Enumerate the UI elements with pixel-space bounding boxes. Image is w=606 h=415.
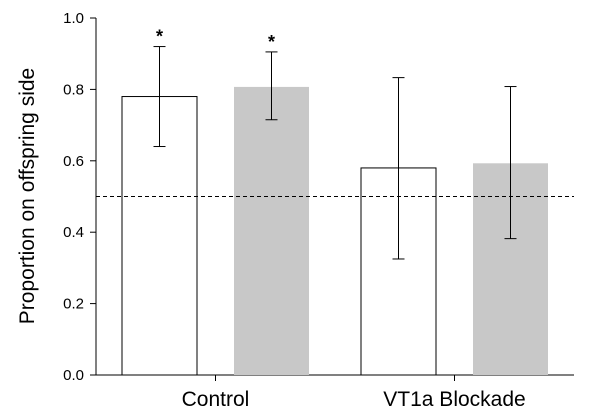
y-tick-label: 1.0	[63, 10, 84, 27]
significance-marker: *	[268, 32, 275, 52]
y-tick-label: 0.6	[63, 153, 84, 170]
y-tick-label: 0.8	[63, 81, 84, 98]
bar	[234, 86, 309, 375]
x-tick-label: Control	[182, 388, 250, 411]
significance-marker: *	[156, 27, 163, 47]
y-tick-label: 0.4	[63, 224, 84, 241]
y-tick-label: 0.2	[63, 296, 84, 313]
y-tick-label: 0.0	[63, 367, 84, 384]
x-tick-label: VT1a Blockade	[383, 388, 525, 411]
y-axis-title: Proportion on offspring side	[16, 68, 39, 324]
